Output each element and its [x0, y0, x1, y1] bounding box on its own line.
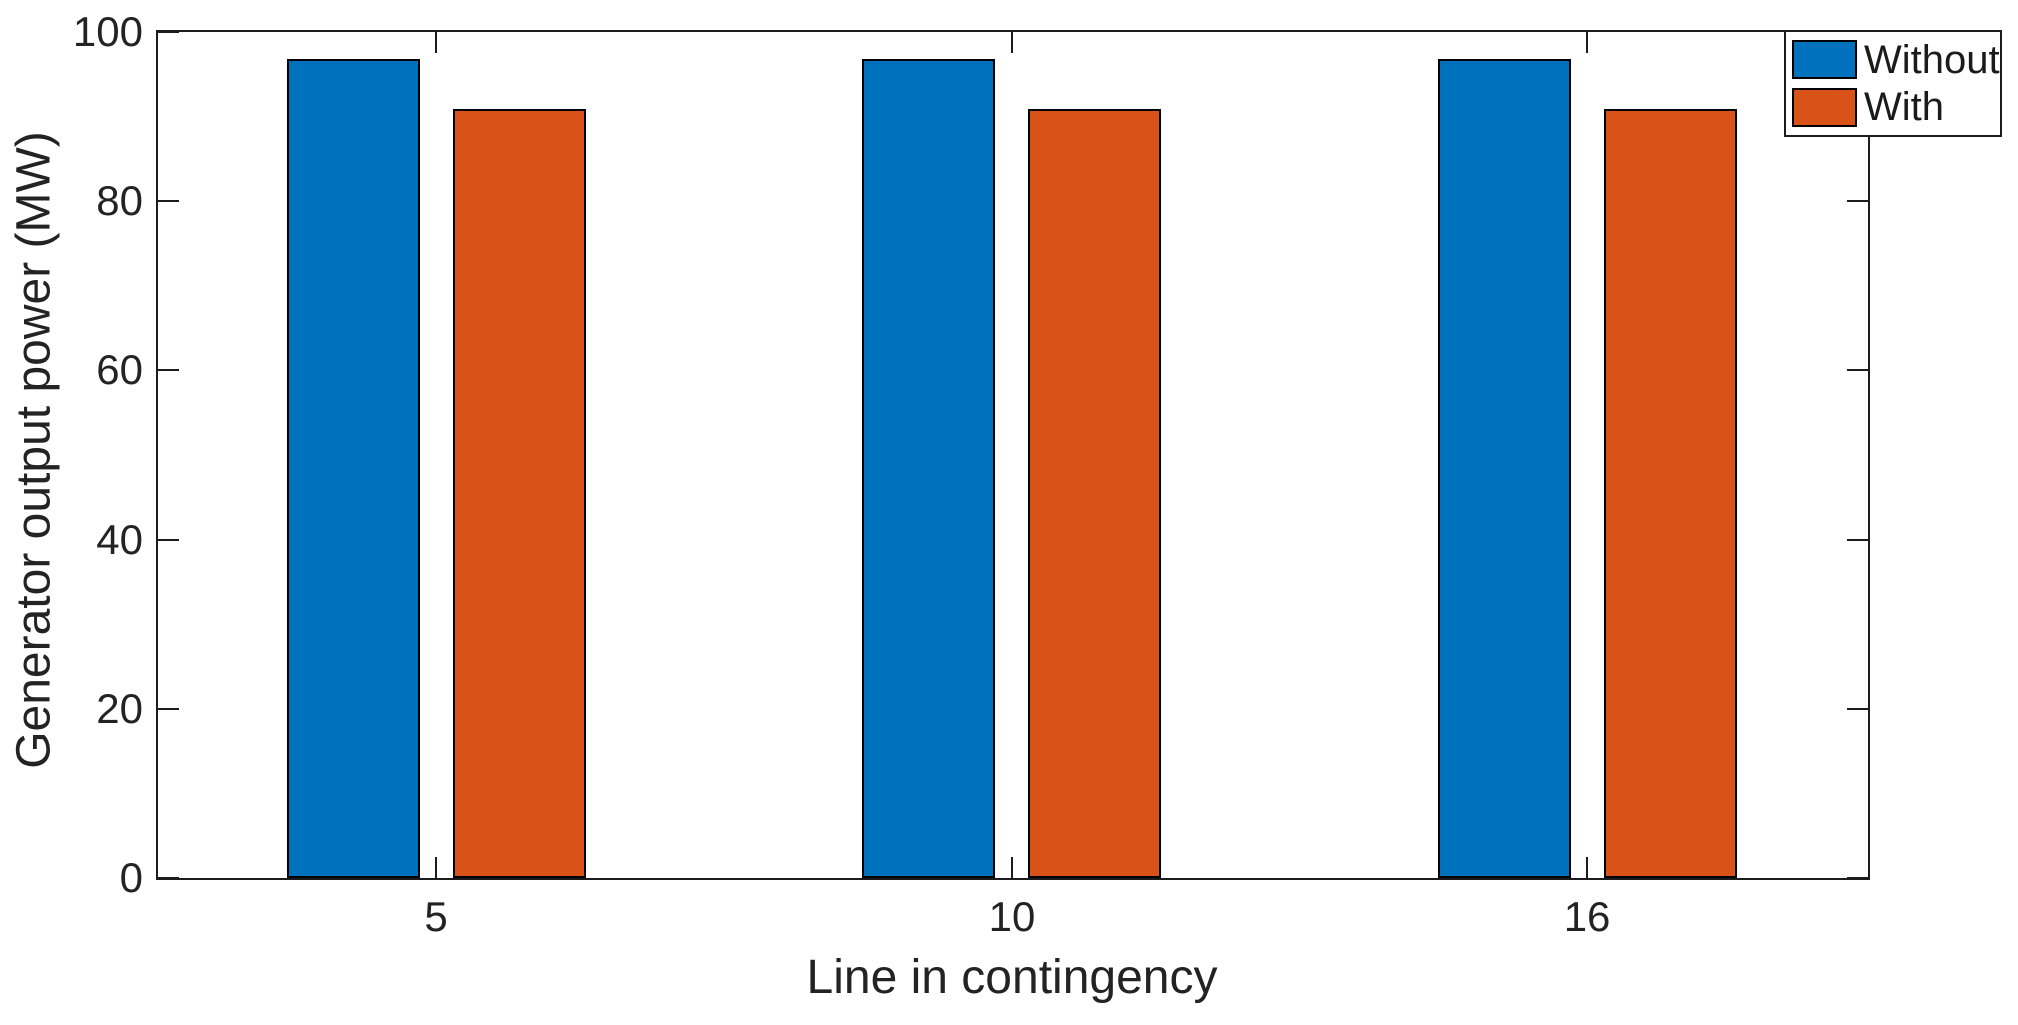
y-tick-mark-right	[1847, 538, 1868, 541]
y-tick-mark-right	[1847, 707, 1868, 710]
x-tick-mark-top	[435, 32, 438, 53]
x-tick-mark-bottom	[435, 857, 438, 878]
legend-entry-with: With	[1792, 87, 2000, 127]
x-tick-mark-bottom	[1010, 857, 1013, 878]
y-axis-title: Generator output power (MW)	[7, 131, 61, 769]
bar-with	[453, 109, 586, 878]
y-tick-mark-left	[158, 200, 179, 203]
y-tick-mark-right	[1847, 877, 1868, 879]
y-tick-label: 100	[72, 8, 143, 55]
y-tick-label: 40	[96, 515, 143, 563]
x-tick-label: 10	[988, 893, 1036, 940]
plot-area	[156, 30, 1870, 880]
x-tick-mark-top	[1010, 32, 1013, 53]
legend-swatch-without	[1792, 40, 1857, 80]
x-tick-mark-top	[1586, 32, 1589, 53]
y-tick-mark-left	[158, 538, 179, 541]
x-tick-label: 16	[1563, 893, 1611, 940]
legend: Without With	[1784, 30, 2002, 137]
legend-label-with: With	[1864, 85, 1944, 130]
legend-swatch-with	[1792, 87, 1857, 127]
y-tick-label: 60	[96, 346, 143, 394]
legend-entry-without: Without	[1792, 40, 2000, 80]
bar-without	[287, 59, 420, 878]
y-tick-mark-left	[158, 31, 179, 33]
bar-without	[862, 59, 995, 878]
y-tick-mark-left	[158, 369, 179, 372]
x-tick-mark-bottom	[1586, 857, 1589, 878]
y-tick-label: 20	[96, 684, 143, 732]
x-tick-label: 5	[424, 893, 448, 940]
y-tick-mark-right	[1847, 200, 1868, 203]
y-tick-label: 0	[119, 854, 143, 901]
y-tick-mark-left	[158, 877, 179, 879]
bar-with	[1604, 109, 1737, 878]
bar-with	[1028, 109, 1161, 878]
x-axis-title: Line in contingency	[806, 951, 1218, 1004]
legend-label-without: Without	[1864, 37, 2000, 82]
bar-without	[1438, 59, 1571, 878]
y-tick-mark-left	[158, 707, 179, 710]
y-tick-label: 80	[96, 177, 143, 225]
y-tick-mark-right	[1847, 369, 1868, 372]
